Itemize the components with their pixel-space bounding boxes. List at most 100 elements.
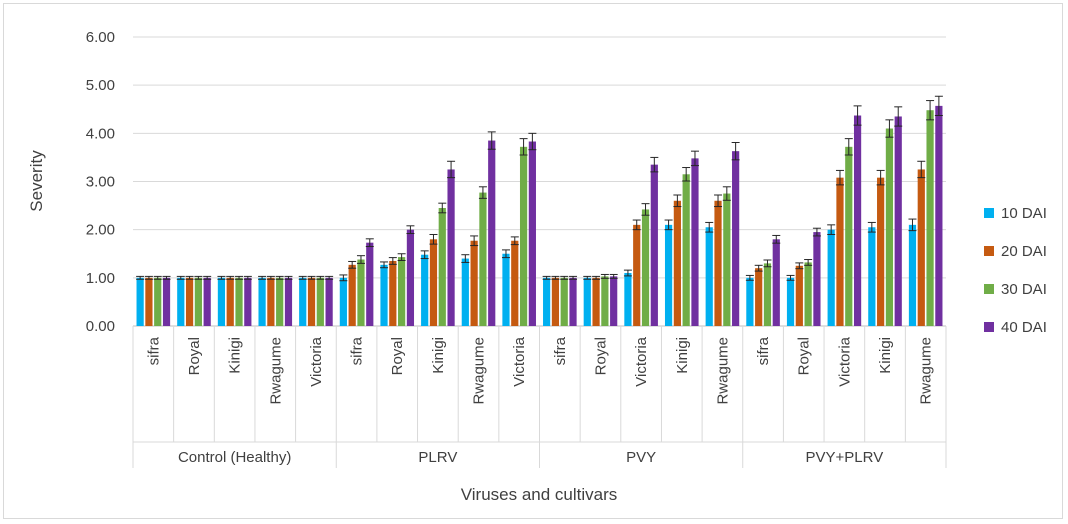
bar [430, 239, 437, 326]
legend-label: 40 DAI [1001, 319, 1047, 336]
bar [665, 225, 672, 326]
bar [926, 110, 933, 326]
bar [308, 278, 315, 326]
group-label: PVY+PLRV [806, 449, 884, 466]
bar [592, 278, 599, 326]
bar [836, 178, 843, 326]
bar [398, 257, 405, 326]
bar [828, 230, 835, 326]
legend-label: 10 DAI [1001, 205, 1047, 222]
bar [633, 225, 640, 326]
x-tick-label: Royal [592, 337, 609, 375]
bar [732, 151, 739, 326]
bar [340, 278, 347, 326]
x-tick-label: sifra [552, 336, 569, 365]
bar [895, 116, 902, 326]
bar [177, 278, 184, 326]
bar [317, 278, 324, 326]
x-tick-label: Royal [389, 337, 406, 375]
bar [389, 261, 396, 326]
x-tick-label: Rwagume [267, 337, 284, 405]
bar [299, 278, 306, 326]
y-tick-label: 0.00 [86, 318, 115, 335]
y-tick-label: 6.00 [86, 29, 115, 46]
bar [723, 194, 730, 326]
bar [529, 142, 536, 326]
bar [773, 239, 780, 326]
bar [755, 268, 762, 326]
bar [520, 147, 527, 326]
bar [746, 278, 753, 326]
bar [407, 230, 414, 326]
group-label: PLRV [418, 449, 457, 466]
x-tick-label: Victoria [633, 336, 650, 386]
bar [796, 266, 803, 326]
x-tick-label: Kinigi [227, 337, 244, 374]
bar [186, 278, 193, 326]
bar [674, 201, 681, 326]
bar [868, 227, 875, 326]
x-tick-label: Kinigi [674, 337, 691, 374]
bar [714, 201, 721, 326]
y-tick-label: 1.00 [86, 270, 115, 287]
bar [380, 265, 387, 326]
bar [258, 278, 265, 326]
legend-label: 30 DAI [1001, 281, 1047, 298]
x-tick-label: Kinigi [877, 337, 894, 374]
bar [326, 278, 333, 326]
bar [421, 255, 428, 326]
bar [471, 241, 478, 326]
bar [610, 276, 617, 326]
x-tick-label: Royal [186, 337, 203, 375]
bar [706, 227, 713, 326]
bar [276, 278, 283, 326]
bar [601, 276, 608, 326]
x-tick-label: Rwagume [714, 337, 731, 405]
bar [439, 208, 446, 326]
legend-label: 20 DAI [1001, 243, 1047, 260]
bar [651, 165, 658, 326]
bar [462, 259, 469, 326]
y-tick-label: 5.00 [86, 77, 115, 94]
x-axis-title: Viruses and cultivars [461, 485, 618, 504]
bar [877, 178, 884, 326]
bar [854, 116, 861, 326]
bar [805, 262, 812, 326]
bar [267, 278, 274, 326]
x-tick-label: Kinigi [430, 337, 447, 374]
bar [488, 141, 495, 326]
x-tick-label: sifra [755, 336, 772, 365]
bar [227, 278, 234, 326]
y-tick-label: 2.00 [86, 222, 115, 239]
bar [552, 278, 559, 326]
bar [285, 278, 292, 326]
bar [154, 278, 161, 326]
y-tick-label: 4.00 [86, 125, 115, 142]
legend-swatch [984, 322, 994, 332]
y-axis-title: Severity [27, 150, 46, 212]
bar [813, 232, 820, 326]
bar [204, 278, 211, 326]
bar [195, 278, 202, 326]
x-tick-label: Victoria [511, 336, 528, 386]
bar [163, 278, 170, 326]
bar [691, 158, 698, 326]
bar [642, 209, 649, 326]
x-tick-label: Rwagume [471, 337, 488, 405]
legend-swatch [984, 208, 994, 218]
bar [137, 278, 144, 326]
bar [935, 106, 942, 326]
x-tick-label: Royal [796, 337, 813, 375]
x-tick-label: Victoria [836, 336, 853, 386]
legend-swatch [984, 246, 994, 256]
bar [145, 278, 152, 326]
bar [235, 278, 242, 326]
bar [845, 147, 852, 326]
bar [918, 169, 925, 326]
x-tick-label: sifra [349, 336, 366, 365]
group-label: PVY [626, 449, 656, 466]
bar [447, 169, 454, 326]
bar [909, 225, 916, 326]
bar [502, 254, 509, 326]
